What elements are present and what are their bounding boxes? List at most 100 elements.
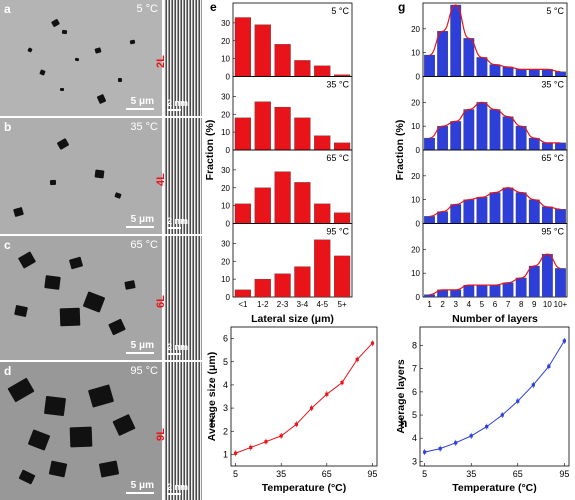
subplot-frame: [422, 223, 568, 298]
hrtem-image-d: 2 nm: [164, 362, 202, 500]
series-label: 65 °C: [541, 153, 564, 163]
data-line: [424, 340, 565, 453]
y-tick-label: 1: [223, 449, 228, 459]
data-point: [310, 406, 314, 410]
temperature-label: 95 °C: [130, 365, 158, 377]
series-label: 35 °C: [541, 80, 564, 90]
flake: [50, 18, 61, 28]
temperature-label: 5 °C: [136, 3, 158, 15]
histogram-bar: [450, 121, 462, 151]
y-tick-label: 5: [412, 410, 417, 420]
micrograph-c: c 65 °C 5 μm: [0, 236, 162, 360]
data-point: [233, 451, 238, 455]
flake: [112, 413, 136, 437]
y-tick-label: 10: [411, 49, 420, 58]
histogram-bar: [476, 284, 488, 298]
histogram-bar: [333, 212, 351, 224]
x-tick-label: 4: [467, 300, 472, 309]
x-tick-label: 9: [532, 300, 537, 309]
flake: [124, 280, 136, 290]
histogram-bar: [463, 199, 475, 224]
x-tick-label: 1: [427, 300, 432, 309]
data-point: [454, 441, 458, 445]
histogram-bar: [274, 273, 291, 298]
scale-bar: [167, 109, 181, 111]
data-point: [325, 392, 329, 396]
y-tick-label: 20: [411, 98, 420, 107]
histogram-bar: [555, 142, 566, 151]
x-axis-label: Number of layers: [452, 313, 538, 325]
histogram-bar: [489, 192, 501, 224]
y-tick-label: 0: [226, 73, 231, 82]
scale-bar: [126, 352, 154, 354]
histogram-bar: [314, 239, 331, 298]
micrograph-d: d 95 °C 5 μm: [0, 362, 162, 500]
flake: [39, 69, 46, 76]
hrtem-scale-label: 2 nm: [167, 342, 189, 352]
histogram-bar: [515, 277, 527, 298]
y-tick-label: 7: [412, 364, 417, 374]
histogram-bar: [528, 265, 540, 298]
hrtem-scale-label: 2 nm: [167, 98, 189, 108]
histogram-bar: [476, 102, 488, 151]
x-axis-label: Temperature (°C): [452, 482, 537, 494]
subplot-frame: [232, 76, 353, 151]
histogram-bar: [555, 209, 566, 224]
x-tick-label: 3: [454, 300, 459, 309]
scale-bar: [167, 227, 181, 229]
x-tick-label: 65: [322, 469, 332, 479]
series-label: 35 °C: [326, 80, 349, 90]
histogram-bar: [489, 64, 501, 77]
y-tick-label: 0: [416, 293, 421, 302]
y-tick-label: 10: [411, 269, 420, 278]
flake: [13, 206, 24, 218]
y-tick-label: 10: [221, 55, 230, 64]
histogram-bar: [437, 126, 449, 151]
histogram-bar: [314, 135, 331, 151]
y-axis-label: Fraction (%): [394, 120, 406, 181]
y-tick-label: 20: [411, 25, 420, 34]
hrtem-image-a: 2 nm: [164, 0, 202, 116]
histogram-bar: [515, 192, 527, 224]
histogram-bar: [463, 38, 475, 77]
y-tick-label: 5: [223, 357, 228, 367]
data-point: [370, 341, 375, 345]
y-tick-label: 30: [221, 92, 230, 101]
histogram-bar: [254, 187, 271, 224]
subplot-frame: [232, 149, 353, 224]
histogram-bar: [541, 206, 553, 224]
hrtem-scale-label: 2 nm: [167, 482, 189, 492]
histogram-bar: [502, 187, 514, 224]
x-tick-label: 10: [543, 300, 552, 309]
y-tick-label: 0: [416, 73, 421, 82]
fit-curve: [429, 101, 561, 144]
hrtem-scale-label: 2 nm: [167, 216, 189, 226]
y-tick-label: 10: [221, 202, 230, 211]
flake: [94, 47, 102, 54]
x-tick-label: 95: [367, 469, 377, 479]
data-point: [531, 383, 535, 387]
flake: [61, 29, 68, 35]
hrtem-image-c: 2 nm: [164, 236, 202, 360]
histogram-bar: [437, 211, 449, 224]
subplot-frame: [422, 149, 568, 224]
x-tick-label: 95: [559, 469, 569, 479]
panel-label: e: [210, 0, 217, 14]
flake: [48, 460, 68, 478]
histogram-bar: [437, 31, 449, 77]
scale-bar: [126, 108, 154, 110]
panel-label: f: [210, 416, 215, 430]
data-line: [235, 342, 373, 454]
flake: [59, 307, 81, 327]
flake: [94, 169, 105, 179]
x-tick-label: 3-4: [297, 300, 309, 309]
flake: [82, 291, 106, 313]
histogram-bar: [528, 137, 540, 151]
histogram-bar: [450, 289, 462, 298]
y-tick-label: 20: [221, 257, 230, 266]
x-axis-label: Temperature (°C): [262, 482, 347, 494]
flake: [69, 426, 93, 448]
histogram-bar: [515, 126, 527, 151]
histogram-bar: [541, 69, 553, 77]
data-point: [500, 413, 504, 417]
